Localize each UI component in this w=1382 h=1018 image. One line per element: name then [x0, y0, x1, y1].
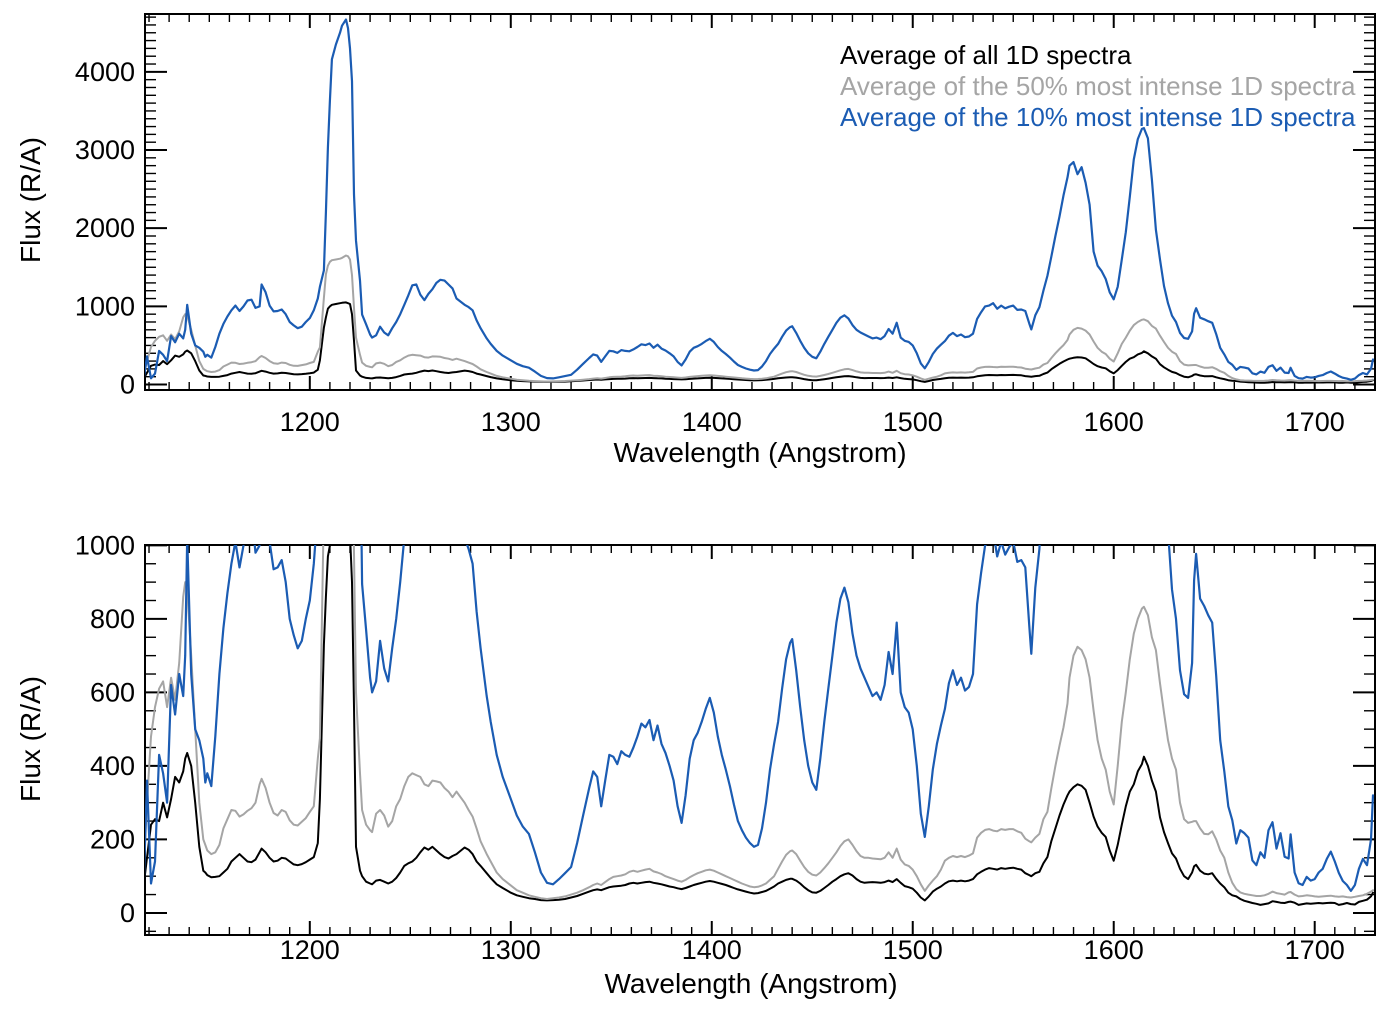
- legend: Average of all 1D spectra Average of the…: [840, 40, 1355, 133]
- axis-tick-labels: 1200 1300 1400 1500 1600 1700 0 1000 2000 3000 400…: [75, 57, 1345, 437]
- tick-label: 2000: [75, 213, 135, 243]
- series-avg_10pct-panel-zoom-0-1000: [145, 545, 1375, 893]
- y-axis-label-top: Flux (R/A): [15, 137, 46, 263]
- series-avg_10pct-panel-full-range: [145, 18, 1375, 381]
- tick-label: 3000: [75, 135, 135, 165]
- axis-minor-ticks: [145, 545, 1376, 935]
- x-axis-label-bottom: Wavelength (Angstrom): [604, 968, 898, 999]
- panel-full-range: 1200 1300 1400 1500 1600 1700 0 1000 2000 3000 400…: [75, 13, 1376, 437]
- panel-frame: [144, 13, 1376, 391]
- tick-label: 1400: [682, 407, 742, 437]
- tick-label: 1400: [682, 935, 742, 965]
- tick-label: 1600: [1084, 407, 1144, 437]
- series-avg_50pct-panel-zoom-0-1000: [145, 545, 1374, 900]
- tick-label: 0: [120, 898, 135, 928]
- tick-label: 800: [90, 604, 135, 634]
- tick-label: 1200: [280, 407, 340, 437]
- panel-frame: [144, 544, 1376, 936]
- series-avg_all-panel-zoom-0-1000: [145, 545, 1374, 906]
- axis-tick-labels: 1200 1300 1400 1500 1600 1700 0 200 400 600 800 100…: [75, 530, 1345, 965]
- tick-label: 1000: [75, 291, 135, 321]
- tick-label: 0: [120, 370, 135, 400]
- axis-minor-ticks: [145, 14, 1376, 390]
- tick-label: 1200: [280, 935, 340, 965]
- tick-label: 400: [90, 751, 135, 781]
- series-avg_50pct-panel-full-range: [145, 254, 1374, 383]
- tick-label: 1500: [883, 935, 943, 965]
- tick-label: 1000: [75, 530, 135, 560]
- panel-zoom-0-1000: 1200 1300 1400 1500 1600 1700 0 200 400 600 800 100…: [75, 530, 1376, 965]
- tick-label: 1500: [883, 407, 943, 437]
- tick-label: 1700: [1285, 407, 1345, 437]
- tick-label: 600: [90, 677, 135, 707]
- legend-entry-avg-all: Average of all 1D spectra: [840, 40, 1132, 70]
- y-axis-label-bottom: Flux (R/A): [15, 676, 46, 802]
- tick-label: 1600: [1084, 935, 1144, 965]
- x-axis-label-top: Wavelength (Angstrom): [613, 437, 907, 468]
- tick-label: 200: [90, 824, 135, 854]
- tick-label: 4000: [75, 57, 135, 87]
- legend-entry-avg-10pct: Average of the 10% most intense 1D spect…: [840, 102, 1356, 132]
- tick-label: 1300: [481, 935, 541, 965]
- series-avg_all-panel-full-range: [145, 301, 1374, 384]
- tick-label: 1300: [481, 407, 541, 437]
- tick-label: 1700: [1285, 935, 1345, 965]
- legend-entry-avg-50pct: Average of the 50% most intense 1D spect…: [840, 71, 1356, 101]
